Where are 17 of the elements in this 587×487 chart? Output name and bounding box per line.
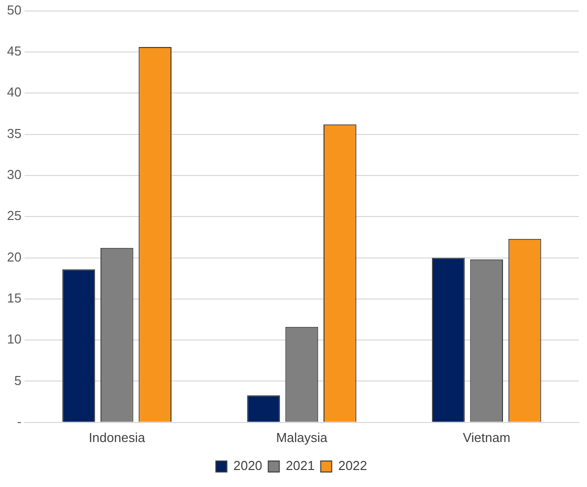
legend-label: 2022 (338, 458, 368, 474)
y-tick-label: 15 (6, 290, 22, 306)
y-tick-label: - (17, 414, 22, 429)
legend-label: 2020 (233, 458, 262, 474)
x-tick-label: Indonesia (88, 430, 146, 445)
y-tick-label: 35 (6, 126, 22, 141)
x-tick-label: Malaysia (276, 430, 328, 445)
y-tick-label: 10 (6, 332, 22, 347)
x-tick-label: Vietnam (462, 430, 510, 445)
y-tick-label: 5 (14, 372, 22, 388)
y-tick-label: 40 (6, 84, 22, 100)
y-tick-label: 20 (6, 249, 22, 264)
y-tick-label: 50 (6, 2, 22, 18)
y-tick-label: 30 (6, 167, 22, 182)
y-tick-label: 25 (6, 208, 22, 224)
y-tick-label: 45 (6, 44, 22, 59)
legend-label: 2021 (286, 458, 315, 474)
